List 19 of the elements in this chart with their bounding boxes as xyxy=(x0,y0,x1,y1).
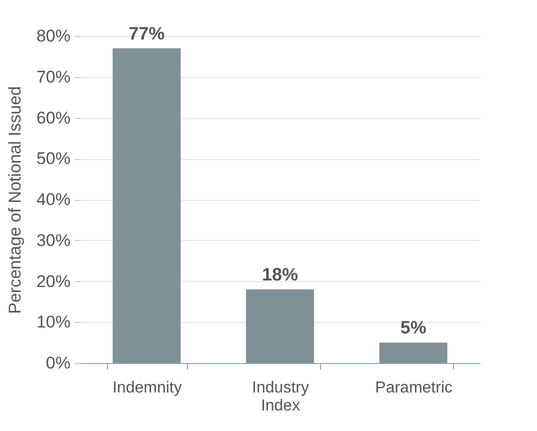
y-tick-label: 80% xyxy=(36,26,70,46)
x-tick-label: Parametric xyxy=(375,380,453,396)
y-axis-title: Percentage of Notional Issued xyxy=(5,86,24,314)
y-tick-label: 40% xyxy=(36,190,70,209)
y-tick-label: 20% xyxy=(36,272,70,291)
x-tick-label: Indemnity xyxy=(112,380,182,396)
y-tick-label: 50% xyxy=(36,149,70,168)
data-label: 18% xyxy=(262,264,298,284)
y-tick-label: 30% xyxy=(36,230,70,250)
bar xyxy=(379,342,448,363)
bar xyxy=(246,289,314,363)
data-label: 5% xyxy=(400,318,426,338)
y-tick-label: 60% xyxy=(36,108,70,128)
bar xyxy=(112,48,181,363)
y-tick-label: 10% xyxy=(36,312,70,332)
data-label: 77% xyxy=(128,23,165,44)
y-tick-label: 0% xyxy=(46,354,70,372)
x-tick-label: Industry Index xyxy=(252,380,309,414)
y-tick-label: 70% xyxy=(36,67,70,86)
